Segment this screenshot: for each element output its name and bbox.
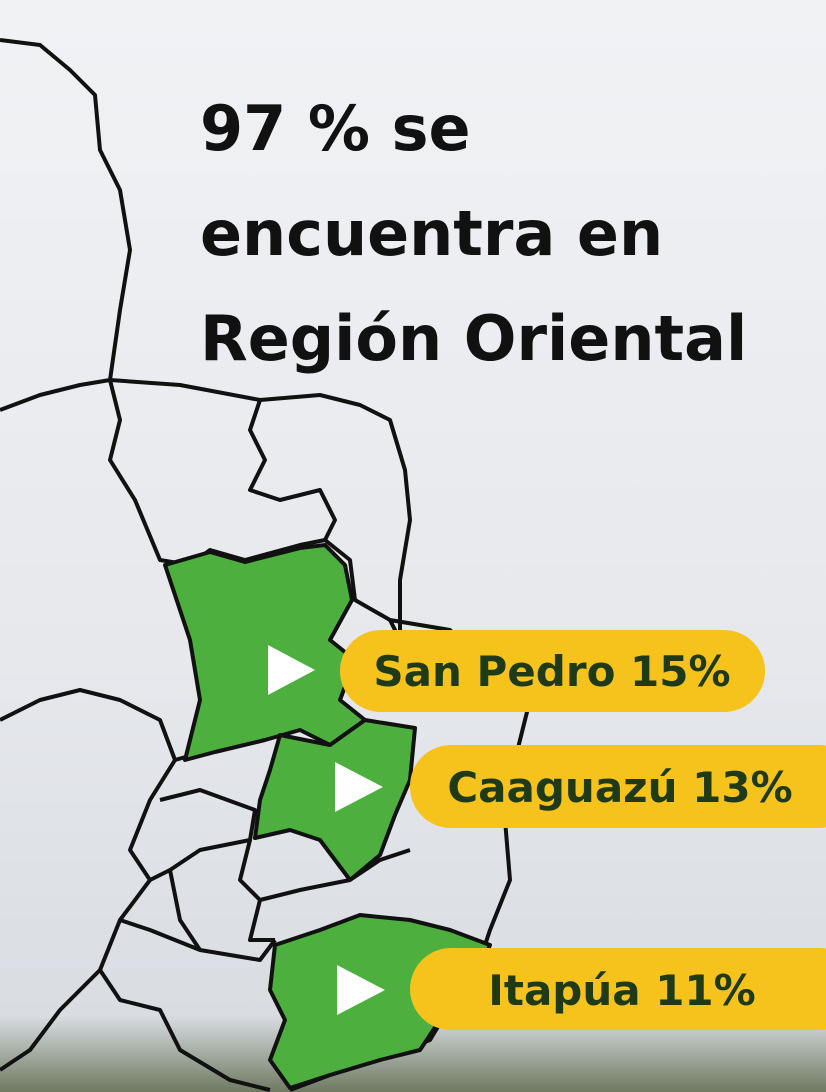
headline-line: encuentra en [200,197,663,270]
label-text: Caaguazú 13% [447,763,792,812]
region-san-pedro [165,545,365,760]
infographic: 97 % se encuentra en Región Oriental San… [0,0,826,1092]
headline-line: Región Oriental [200,302,747,375]
headline-line: 97 % se [200,92,471,165]
label-text: San Pedro 15% [373,647,730,696]
label-text: Itapúa 11% [488,966,756,1015]
page: {"headline": {"lines": ["97 % se", "encu… [0,0,826,1092]
